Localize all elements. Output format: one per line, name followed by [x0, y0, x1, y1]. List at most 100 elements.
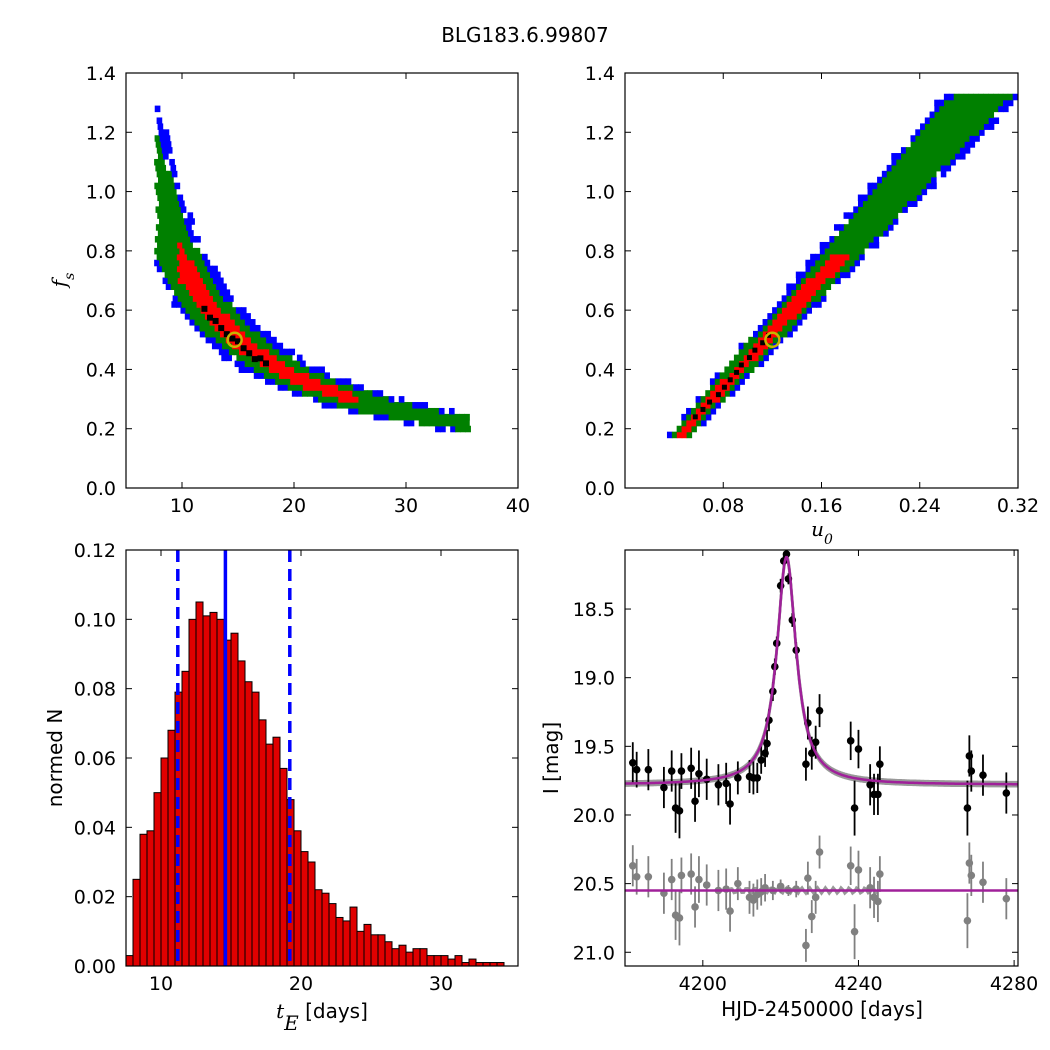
confidence-cell — [772, 307, 778, 314]
confidence-cell — [182, 241, 188, 249]
confidence-cell — [835, 271, 841, 279]
confidence-cell — [964, 147, 971, 154]
confidence-cell — [878, 218, 884, 225]
confidence-cell — [959, 123, 965, 130]
confidence-cell — [929, 123, 936, 130]
confidence-cell — [863, 206, 869, 213]
confidence-cell — [853, 206, 859, 213]
confidence-cell — [280, 378, 286, 385]
confidence-cell — [207, 265, 213, 273]
histogram-bar — [244, 681, 253, 966]
confidence-cell — [413, 413, 420, 421]
confidence-cell — [181, 253, 188, 261]
confidence-cell — [911, 182, 918, 190]
confidence-cell — [691, 419, 697, 427]
confidence-cell — [939, 117, 946, 124]
confidence-cell — [321, 402, 328, 409]
confidence-cell — [988, 123, 995, 130]
data-point — [963, 804, 972, 812]
confidence-cell — [959, 111, 965, 119]
confidence-cell — [944, 123, 951, 130]
confidence-cell — [184, 313, 191, 320]
confidence-cell — [700, 396, 707, 403]
confidence-cell — [423, 407, 430, 415]
confidence-cell — [214, 324, 221, 332]
data-point — [866, 780, 874, 789]
confidence-cell — [383, 413, 390, 421]
confidence-cell — [224, 289, 231, 296]
confidence-cell — [858, 206, 864, 213]
confidence-cell — [226, 301, 233, 308]
confidence-cell — [843, 212, 850, 219]
confidence-cell — [265, 378, 271, 385]
confidence-cell — [739, 366, 745, 373]
confidence-cell — [179, 271, 186, 279]
confidence-cell — [184, 218, 190, 225]
confidence-cell — [1003, 105, 1009, 113]
confidence-cell — [934, 117, 941, 124]
confidence-cell — [225, 307, 232, 314]
fs-u0-ytick-label: 1.2 — [585, 122, 615, 144]
histogram-bar — [377, 934, 386, 966]
confidence-cell — [197, 295, 204, 302]
confidence-cell — [695, 402, 702, 409]
confidence-cell — [954, 135, 961, 142]
confidence-cell — [873, 230, 879, 237]
confidence-cell — [192, 265, 198, 273]
confidence-cell — [156, 170, 163, 178]
data-point — [749, 896, 758, 904]
confidence-cell — [786, 313, 793, 320]
confidence-cell — [348, 384, 354, 391]
confidence-cell — [169, 218, 175, 225]
confidence-cell — [676, 425, 683, 433]
core-cell — [692, 414, 698, 420]
confidence-cell — [199, 313, 206, 320]
histogram-bar — [363, 923, 372, 966]
confidence-cell — [781, 307, 788, 314]
confidence-cell — [734, 378, 740, 385]
confidence-cell — [843, 230, 850, 237]
confidence-cell — [270, 378, 276, 385]
confidence-cell — [873, 218, 879, 225]
confidence-cell — [356, 402, 363, 409]
confidence-cell — [159, 247, 165, 255]
confidence-cell — [388, 396, 395, 403]
confidence-cell — [166, 253, 173, 261]
confidence-cell — [318, 396, 324, 403]
confidence-cell — [202, 295, 209, 302]
confidence-cell — [787, 319, 793, 326]
confidence-cell — [174, 218, 180, 225]
confidence-cell — [435, 425, 441, 433]
confidence-cell — [338, 384, 344, 391]
histogram-bar — [132, 878, 141, 966]
confidence-cell — [705, 390, 711, 397]
confidence-cell — [901, 188, 908, 196]
confidence-cell — [791, 307, 798, 314]
confidence-cell — [882, 206, 889, 213]
confidence-cell — [353, 384, 359, 391]
confidence-cell — [901, 170, 908, 178]
confidence-cell — [249, 319, 256, 326]
data-point — [726, 800, 734, 808]
confidence-cell — [196, 301, 203, 308]
confidence-cell — [296, 390, 303, 397]
confidence-cell — [968, 99, 975, 107]
confidence-cell — [317, 390, 323, 397]
confidence-cell — [1007, 93, 1014, 101]
confidence-cell — [867, 188, 874, 196]
histogram-bar — [202, 615, 211, 966]
confidence-cell — [796, 313, 803, 320]
fs-te-ytick-label: 0.0 — [86, 478, 116, 500]
confidence-cell — [792, 319, 798, 326]
data-point — [850, 927, 859, 936]
confidence-cell — [408, 407, 415, 415]
confidence-cell — [854, 247, 860, 255]
confidence-cell — [686, 413, 692, 421]
confidence-cell — [810, 277, 817, 285]
confidence-cell — [738, 354, 745, 362]
confidence-cell — [418, 407, 425, 415]
confidence-cell — [916, 164, 922, 172]
confidence-cell — [310, 378, 317, 385]
confidence-cell — [920, 141, 926, 148]
confidence-cell — [240, 313, 246, 320]
